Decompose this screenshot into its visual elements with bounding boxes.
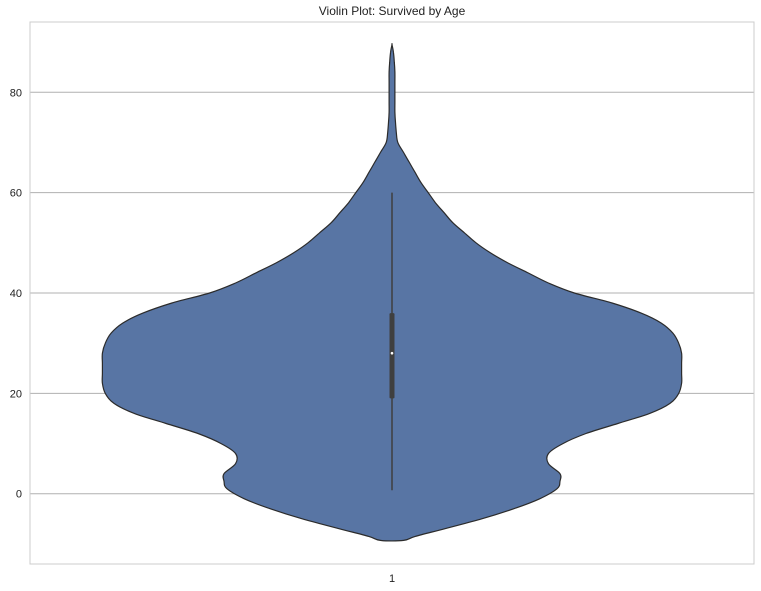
y-axis-ticks: 0 20 40 60 80 — [10, 87, 22, 500]
y-tick-label: 60 — [10, 188, 22, 200]
violin-iqr-box — [389, 313, 395, 399]
violin-median — [390, 351, 394, 355]
x-tick-label: 1 — [389, 573, 395, 585]
plot-frame — [29, 21, 755, 565]
y-tick-label: 80 — [10, 87, 22, 99]
violin-group — [101, 43, 683, 542]
chart-title: Violin Plot: Survived by Age — [319, 4, 466, 18]
y-tick-label: 40 — [10, 288, 22, 300]
x-axis-ticks: 1 — [389, 573, 395, 585]
y-tick-label: 20 — [10, 388, 22, 400]
y-tick-label: 0 — [16, 489, 22, 501]
